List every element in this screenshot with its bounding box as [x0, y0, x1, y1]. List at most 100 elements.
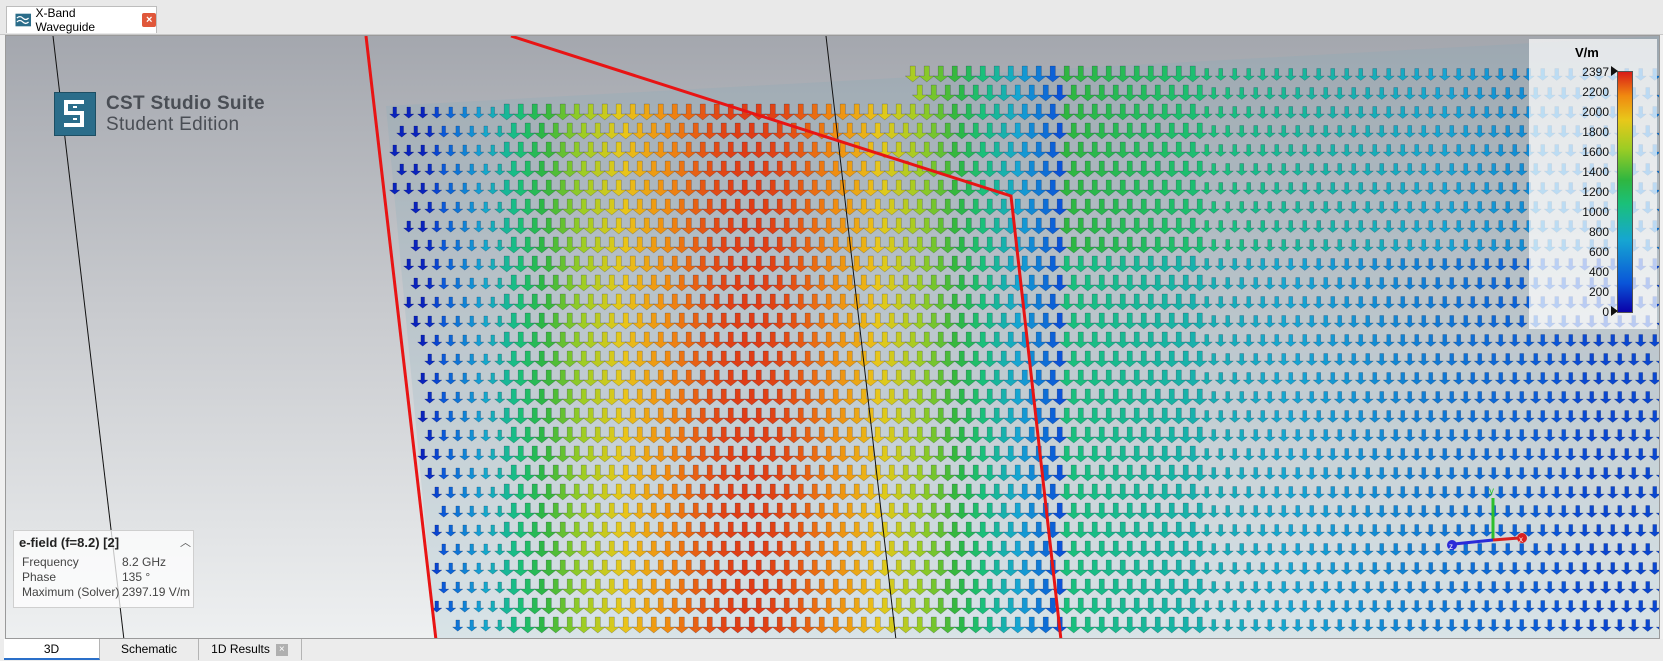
field-arrow — [1473, 505, 1486, 518]
field-arrow — [785, 388, 802, 406]
info-value-phase: 135 ° — [122, 570, 151, 584]
tab-schematic[interactable]: Schematic — [100, 639, 199, 660]
field-arrow — [1037, 236, 1054, 254]
field-arrow — [743, 540, 760, 558]
field-arrow — [1170, 103, 1187, 121]
field-arrow — [1009, 464, 1026, 482]
field-arrow — [498, 255, 515, 273]
field-arrow — [1121, 540, 1138, 558]
field-arrow — [820, 293, 837, 311]
field-arrow — [1515, 87, 1528, 100]
field-arrow — [995, 312, 1012, 330]
field-arrow — [1375, 353, 1388, 366]
field-arrow — [1051, 502, 1068, 520]
field-arrow — [1228, 144, 1241, 157]
field-arrow — [1263, 543, 1276, 556]
field-arrow — [1424, 144, 1437, 157]
field-arrow — [1184, 597, 1201, 615]
field-arrow — [1452, 220, 1465, 233]
field-arrow — [547, 616, 564, 634]
field-arrow — [1277, 581, 1290, 594]
field-arrow — [729, 350, 746, 368]
field-arrow — [848, 217, 865, 235]
close-icon[interactable]: × — [142, 13, 157, 27]
field-arrow — [834, 597, 851, 615]
field-arrow — [472, 296, 485, 309]
tab-x-band-waveguide[interactable]: X-Band Waveguide × — [6, 6, 157, 34]
field-arrow — [848, 103, 865, 121]
field-arrow — [841, 616, 858, 634]
field-arrow — [1298, 220, 1311, 233]
field-arrow — [1221, 581, 1234, 594]
field-arrow — [869, 350, 886, 368]
tab-1d-results[interactable]: 1D Results × — [198, 639, 302, 660]
field-arrow — [1368, 524, 1381, 537]
field-arrow — [505, 160, 522, 178]
field-arrow — [925, 312, 942, 330]
field-arrow — [1557, 467, 1570, 480]
field-arrow — [1191, 350, 1208, 368]
field-arrow — [1086, 521, 1103, 539]
field-arrow — [974, 369, 991, 387]
field-arrow — [1305, 239, 1318, 252]
field-arrow — [1578, 600, 1591, 613]
field-arrow — [1445, 581, 1458, 594]
close-icon[interactable]: × — [275, 643, 288, 656]
field-arrow — [610, 597, 627, 615]
field-arrow — [519, 388, 536, 406]
field-arrow — [715, 160, 732, 178]
tab-3d[interactable]: 3D — [4, 639, 100, 660]
field-arrow — [1501, 239, 1514, 252]
field-arrow — [1312, 258, 1325, 271]
field-arrow — [1207, 543, 1220, 556]
field-arrow — [834, 331, 851, 349]
field-arrow — [1445, 315, 1458, 328]
field-arrow — [1023, 616, 1040, 634]
3d-viewport[interactable]: CST Studio Suite Student Edition V/m 239… — [5, 35, 1660, 639]
field-arrow — [1200, 524, 1213, 537]
field-arrow — [1424, 68, 1437, 81]
field-arrow — [1585, 505, 1598, 518]
field-arrow — [953, 350, 970, 368]
field-arrow — [1086, 293, 1103, 311]
field-arrow — [1382, 144, 1395, 157]
field-arrow — [1135, 426, 1152, 444]
field-arrow — [897, 464, 914, 482]
field-arrow — [974, 141, 991, 159]
field-arrow — [988, 407, 1005, 425]
field-arrow — [582, 141, 599, 159]
field-arrow — [673, 540, 690, 558]
field-arrow — [750, 331, 767, 349]
field-arrow — [1599, 429, 1612, 442]
field-arrow — [694, 445, 711, 463]
field-arrow — [1389, 391, 1402, 404]
field-arrow — [1023, 312, 1040, 330]
field-arrow — [1002, 597, 1019, 615]
field-arrow — [1375, 87, 1388, 100]
field-arrow — [988, 331, 1005, 349]
field-arrow — [1305, 163, 1318, 176]
field-arrow — [659, 350, 676, 368]
field-arrow — [1156, 407, 1173, 425]
field-arrow — [841, 426, 858, 444]
field-arrow — [1501, 125, 1514, 138]
field-arrow — [680, 103, 697, 121]
field-arrow — [1058, 369, 1075, 387]
field-arrow — [486, 410, 499, 423]
field-arrow — [673, 578, 690, 596]
field-arrow — [757, 426, 774, 444]
field-arrow — [1459, 543, 1472, 556]
field-arrow — [1270, 372, 1283, 385]
field-arrow — [806, 407, 823, 425]
field-arrow — [1354, 258, 1367, 271]
field-arrow — [1543, 581, 1556, 594]
field-arrow — [486, 296, 499, 309]
field-arrow — [451, 315, 464, 328]
field-arrow — [568, 407, 585, 425]
field-arrow — [1121, 274, 1138, 292]
field-arrow — [925, 502, 942, 520]
field-arrow — [1459, 467, 1472, 480]
collapse-icon[interactable]: ︿ — [180, 537, 191, 549]
field-arrow — [981, 84, 998, 102]
field-arrow — [486, 334, 499, 347]
